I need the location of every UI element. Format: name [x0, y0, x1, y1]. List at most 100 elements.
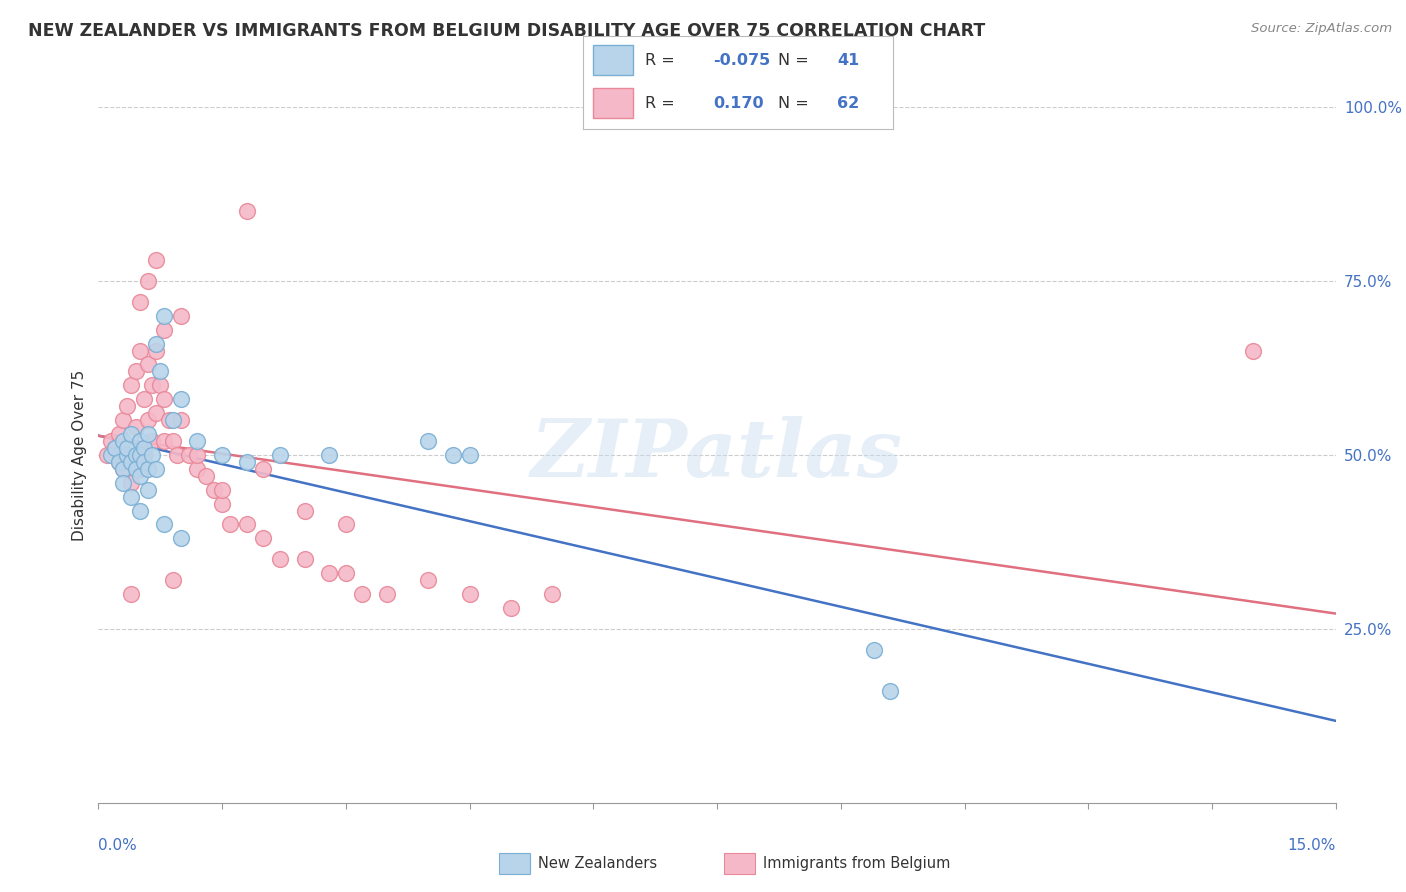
Point [149, 378, 172, 392]
Text: 15.0%: 15.0% [1288, 838, 1336, 853]
Point [124, 420, 146, 434]
Text: NEW ZEALANDER VS IMMIGRANTS FROM BELGIUM DISABILITY AGE OVER 75 CORRELATION CHAR: NEW ZEALANDER VS IMMIGRANTS FROM BELGIUM… [28, 22, 986, 40]
Point [170, 413, 193, 427]
Point [236, 455, 259, 469]
Point [128, 448, 150, 462]
Y-axis label: Disability Age Over 75: Disability Age Over 75 [72, 369, 87, 541]
Point [335, 566, 357, 581]
Point [112, 475, 135, 490]
Point [162, 573, 184, 587]
Point [108, 455, 131, 469]
Point [157, 413, 180, 427]
Point [120, 587, 142, 601]
Point [170, 309, 193, 323]
Point [294, 503, 316, 517]
Point [120, 378, 142, 392]
Point [100, 448, 122, 462]
Point [136, 483, 159, 497]
Point [153, 517, 176, 532]
Text: R =: R = [645, 53, 675, 68]
Point [375, 587, 398, 601]
Point [128, 434, 150, 448]
Point [499, 601, 522, 615]
Point [162, 434, 184, 448]
Point [335, 517, 357, 532]
Point [136, 413, 159, 427]
Point [104, 441, 127, 455]
Point [124, 462, 146, 476]
Point [136, 358, 159, 372]
Point [252, 462, 274, 476]
Point [112, 434, 135, 448]
Point [136, 462, 159, 476]
Point [100, 434, 122, 448]
Point [136, 427, 159, 442]
Point [162, 413, 184, 427]
Point [418, 434, 440, 448]
Point [136, 274, 159, 288]
Point [120, 490, 142, 504]
Bar [593, 88, 633, 118]
Text: N =: N = [779, 53, 808, 68]
Text: 62: 62 [837, 95, 859, 111]
Point [108, 427, 131, 442]
Text: R =: R = [645, 95, 675, 111]
Point [141, 378, 163, 392]
Point [1241, 343, 1264, 358]
Text: 41: 41 [837, 53, 859, 68]
Point [186, 448, 208, 462]
Text: -0.075: -0.075 [713, 53, 770, 68]
Point [186, 434, 208, 448]
Point [153, 392, 176, 407]
Point [120, 475, 142, 490]
Point [132, 392, 155, 407]
Point [145, 343, 167, 358]
Text: N =: N = [779, 95, 808, 111]
Point [112, 462, 135, 476]
Point [104, 441, 127, 455]
Bar [593, 45, 633, 75]
Point [117, 441, 139, 455]
Point [108, 455, 131, 469]
Point [120, 427, 142, 442]
Point [202, 483, 225, 497]
Point [252, 532, 274, 546]
Point [145, 253, 167, 268]
Point [128, 468, 150, 483]
Text: 0.0%: 0.0% [98, 838, 138, 853]
Point [318, 448, 340, 462]
Text: 0.170: 0.170 [713, 95, 763, 111]
Point [124, 448, 146, 462]
Text: Source: ZipAtlas.com: Source: ZipAtlas.com [1251, 22, 1392, 36]
Point [128, 343, 150, 358]
Point [194, 468, 217, 483]
Point [153, 323, 176, 337]
Point [418, 573, 440, 587]
Point [145, 336, 167, 351]
Point [318, 566, 340, 581]
Point [128, 503, 150, 517]
Text: ZIPatlas: ZIPatlas [531, 417, 903, 493]
Point [441, 448, 464, 462]
Point [117, 448, 139, 462]
Point [170, 392, 193, 407]
Point [166, 448, 188, 462]
Text: New Zealanders: New Zealanders [538, 856, 658, 871]
Point [117, 448, 139, 462]
Point [96, 448, 118, 462]
Point [141, 448, 163, 462]
Point [145, 462, 167, 476]
Point [153, 309, 176, 323]
Point [179, 448, 201, 462]
Point [269, 552, 291, 566]
Point [219, 517, 242, 532]
Point [541, 587, 564, 601]
Point [879, 684, 901, 698]
Point [124, 364, 146, 378]
Point [132, 455, 155, 469]
Point [186, 462, 208, 476]
Point [269, 448, 291, 462]
Point [145, 406, 167, 420]
Point [141, 434, 163, 448]
Point [236, 204, 259, 219]
